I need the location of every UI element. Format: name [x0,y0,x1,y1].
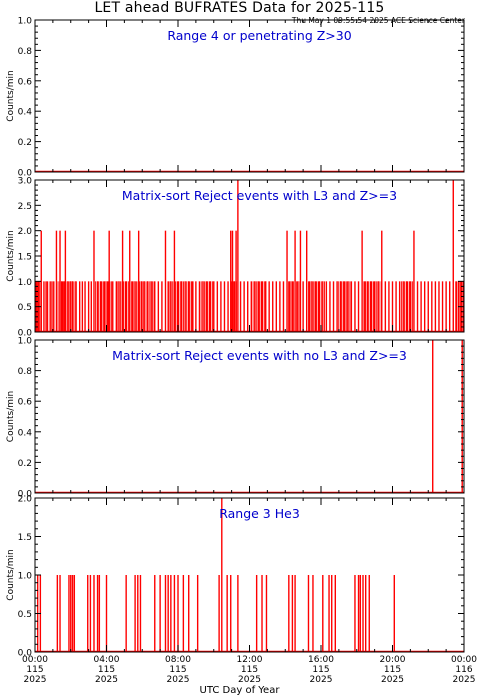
x-tick-label-year-1: 2025 [95,675,118,685]
y-tick-label-3-2: 1.0 [18,572,33,582]
y-tick-label-1-6: 3.0 [18,177,33,187]
x-tick-label-time-5: 20:00 [380,655,406,665]
panel-title-3: Range 3 He3 [219,506,300,521]
y-tick-label-1-0: 0.0 [18,329,33,339]
x-tick-label-time-4: 16:00 [308,655,334,665]
y-axis-label-2: Counts/min [6,391,16,442]
y-tick-label-1-1: 0.5 [18,303,32,313]
x-tick-label-doy-4: 115 [312,665,329,675]
y-tick-label-0-0: 0.0 [18,169,33,179]
panel-title-1: Matrix-sort Reject events with L3 and Z>… [122,188,397,203]
x-tick-label-time-0: 00:00 [22,655,48,665]
y-tick-label-2-2: 0.4 [18,428,33,438]
y-tick-label-1-2: 1.0 [18,278,33,288]
page-title: LET ahead BUFRATES Data for 2025-115 [94,0,385,16]
panel-title-0: Range 4 or penetrating Z>30 [167,28,351,43]
x-tick-label-time-2: 08:00 [165,655,191,665]
panel-title-2: Matrix-sort Reject events with no L3 and… [112,348,407,363]
y-axis-label-1: Counts/min [6,230,16,281]
x-tick-label-year-3: 2025 [238,675,261,685]
x-tick-label-doy-0: 115 [26,665,43,675]
x-tick-label-year-5: 2025 [381,675,404,685]
y-tick-label-0-3: 0.6 [18,77,33,87]
x-tick-label-year-0: 2025 [24,675,47,685]
x-tick-label-year-6: 2025 [453,675,476,685]
y-tick-label-1-4: 2.0 [18,227,33,237]
x-tick-label-time-3: 12:00 [237,655,263,665]
y-tick-label-2-5: 1.0 [18,337,33,347]
y-tick-label-0-4: 0.8 [18,47,33,57]
x-axis-label: UTC Day of Year [199,685,280,696]
x-tick-label-year-2: 2025 [167,675,190,685]
y-tick-label-1-3: 1.5 [18,253,32,263]
x-tick-label-time-6: 00:00 [451,655,477,665]
x-tick-label-doy-5: 115 [384,665,401,675]
y-tick-label-3-1: 0.5 [18,610,32,620]
y-tick-label-0-2: 0.4 [18,108,33,118]
y-tick-label-3-0: 0.0 [18,649,33,659]
y-tick-label-2-0: 0.0 [18,490,33,500]
x-tick-label-doy-3: 115 [241,665,258,675]
x-tick-label-doy-1: 115 [98,665,115,675]
x-tick-label-year-4: 2025 [310,675,333,685]
y-tick-label-3-4: 2.0 [18,495,33,505]
y-tick-label-0-5: 1.0 [18,17,33,27]
y-tick-label-0-1: 0.2 [18,138,32,148]
y-tick-label-1-5: 2.5 [18,202,32,212]
x-tick-label-time-1: 04:00 [94,655,120,665]
y-tick-label-2-4: 0.8 [18,367,33,377]
y-tick-label-2-1: 0.2 [18,459,32,469]
y-axis-label-0: Counts/min [6,70,16,121]
y-axis-label-3: Counts/min [6,549,16,600]
x-tick-label-doy-2: 115 [169,665,186,675]
y-tick-label-3-3: 1.5 [18,533,32,543]
y-tick-label-2-3: 0.6 [18,398,33,408]
x-tick-label-doy-6: 116 [455,665,472,675]
